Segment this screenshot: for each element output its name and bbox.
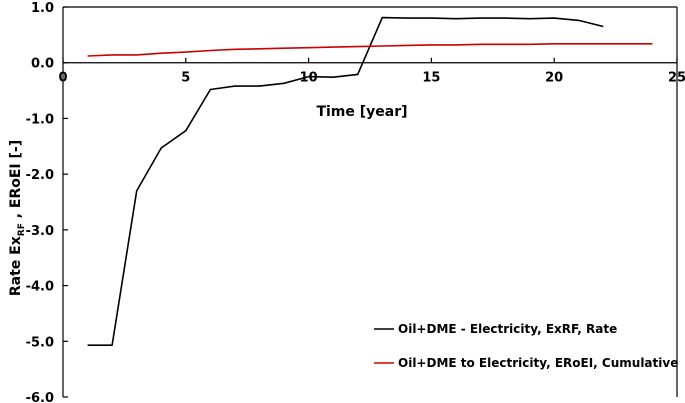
- y-axis-title-subscript: RF: [17, 223, 27, 236]
- y-tick-label: 0.0: [31, 57, 54, 72]
- x-tick-label: 10: [300, 71, 318, 86]
- x-tick-label: 15: [422, 71, 440, 86]
- y-tick-label: -6.0: [26, 391, 54, 403]
- y-tick-label: -3.0: [26, 224, 54, 239]
- series-line-1: [87, 16, 604, 347]
- y-tick-label: 1.0: [31, 1, 54, 16]
- x-tick-label: 5: [181, 71, 190, 86]
- x-tick-label: 25: [668, 71, 685, 86]
- y-tick-label: -5.0: [26, 335, 54, 350]
- legend-label-1: Oil+DME - Electricity, ExRF, Rate: [398, 322, 617, 336]
- y-axis-title-main: Rate Ex: [8, 236, 24, 296]
- x-tick-label: 0: [58, 71, 67, 86]
- y-axis-title: Rate ExRF , ERoEI [-]: [8, 140, 27, 296]
- legend-label-2: Oil+DME to Electricity, ERoEI, Cumulativ…: [398, 356, 678, 370]
- y-tick-label: -1.0: [26, 112, 54, 127]
- y-tick-label: -4.0: [26, 280, 54, 295]
- x-axis-title: Time [year]: [316, 104, 407, 120]
- x-tick-label: 20: [545, 71, 563, 86]
- legend: Oil+DME - Electricity, ExRF, Rate Oil+DME…: [374, 322, 678, 370]
- y-axis-title-tail: , ERoEI [-]: [8, 140, 24, 223]
- axes: 0 5 10 15 20 25 1.0 0.0 -1.0 -2.0 -3.0 -4.0 -5.0 -6.0: [26, 1, 685, 403]
- y-tick-label: -2.0: [26, 168, 54, 183]
- plot-series: [87, 16, 653, 347]
- series-line-2: [87, 42, 653, 57]
